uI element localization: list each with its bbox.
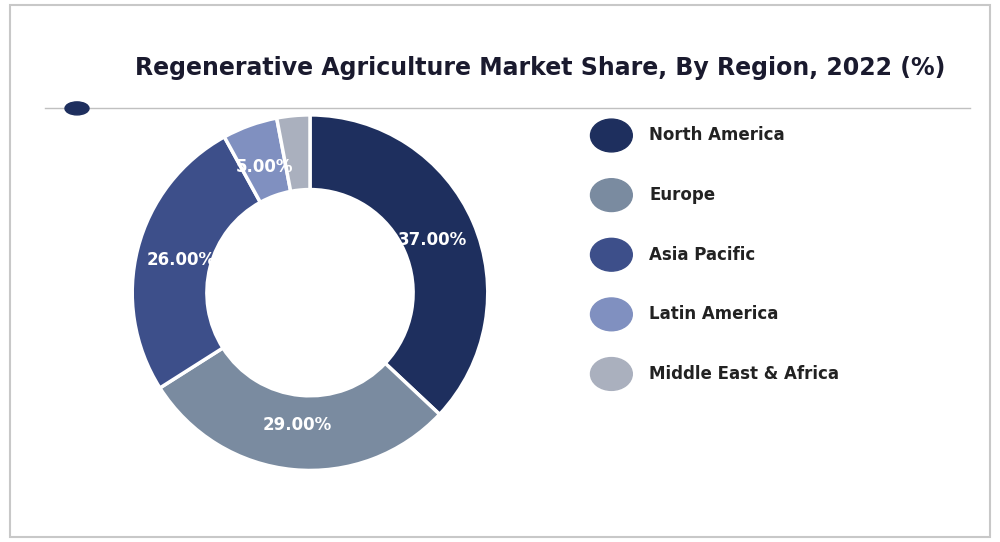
Wedge shape (132, 137, 260, 388)
Text: 37.00%: 37.00% (398, 231, 467, 249)
Text: Middle East & Africa: Middle East & Africa (649, 365, 839, 383)
Circle shape (590, 119, 632, 152)
Wedge shape (277, 115, 310, 191)
Text: Europe: Europe (649, 186, 716, 204)
Wedge shape (160, 348, 440, 470)
Text: 5.00%: 5.00% (236, 158, 294, 176)
Circle shape (590, 358, 632, 390)
Text: 26.00%: 26.00% (146, 250, 215, 268)
Text: 29.00%: 29.00% (263, 416, 332, 435)
Text: Regenerative Agriculture Market Share, By Region, 2022 (%): Regenerative Agriculture Market Share, B… (135, 56, 945, 80)
Wedge shape (310, 115, 488, 415)
Text: North America: North America (649, 126, 785, 145)
Text: PRECEDENCE: PRECEDENCE (31, 39, 103, 49)
Text: Latin America: Latin America (649, 305, 779, 324)
Text: RESEARCH: RESEARCH (38, 67, 96, 78)
Circle shape (590, 179, 632, 211)
Text: Asia Pacific: Asia Pacific (649, 246, 756, 264)
Circle shape (590, 238, 632, 271)
Circle shape (590, 298, 632, 331)
Wedge shape (224, 118, 291, 202)
